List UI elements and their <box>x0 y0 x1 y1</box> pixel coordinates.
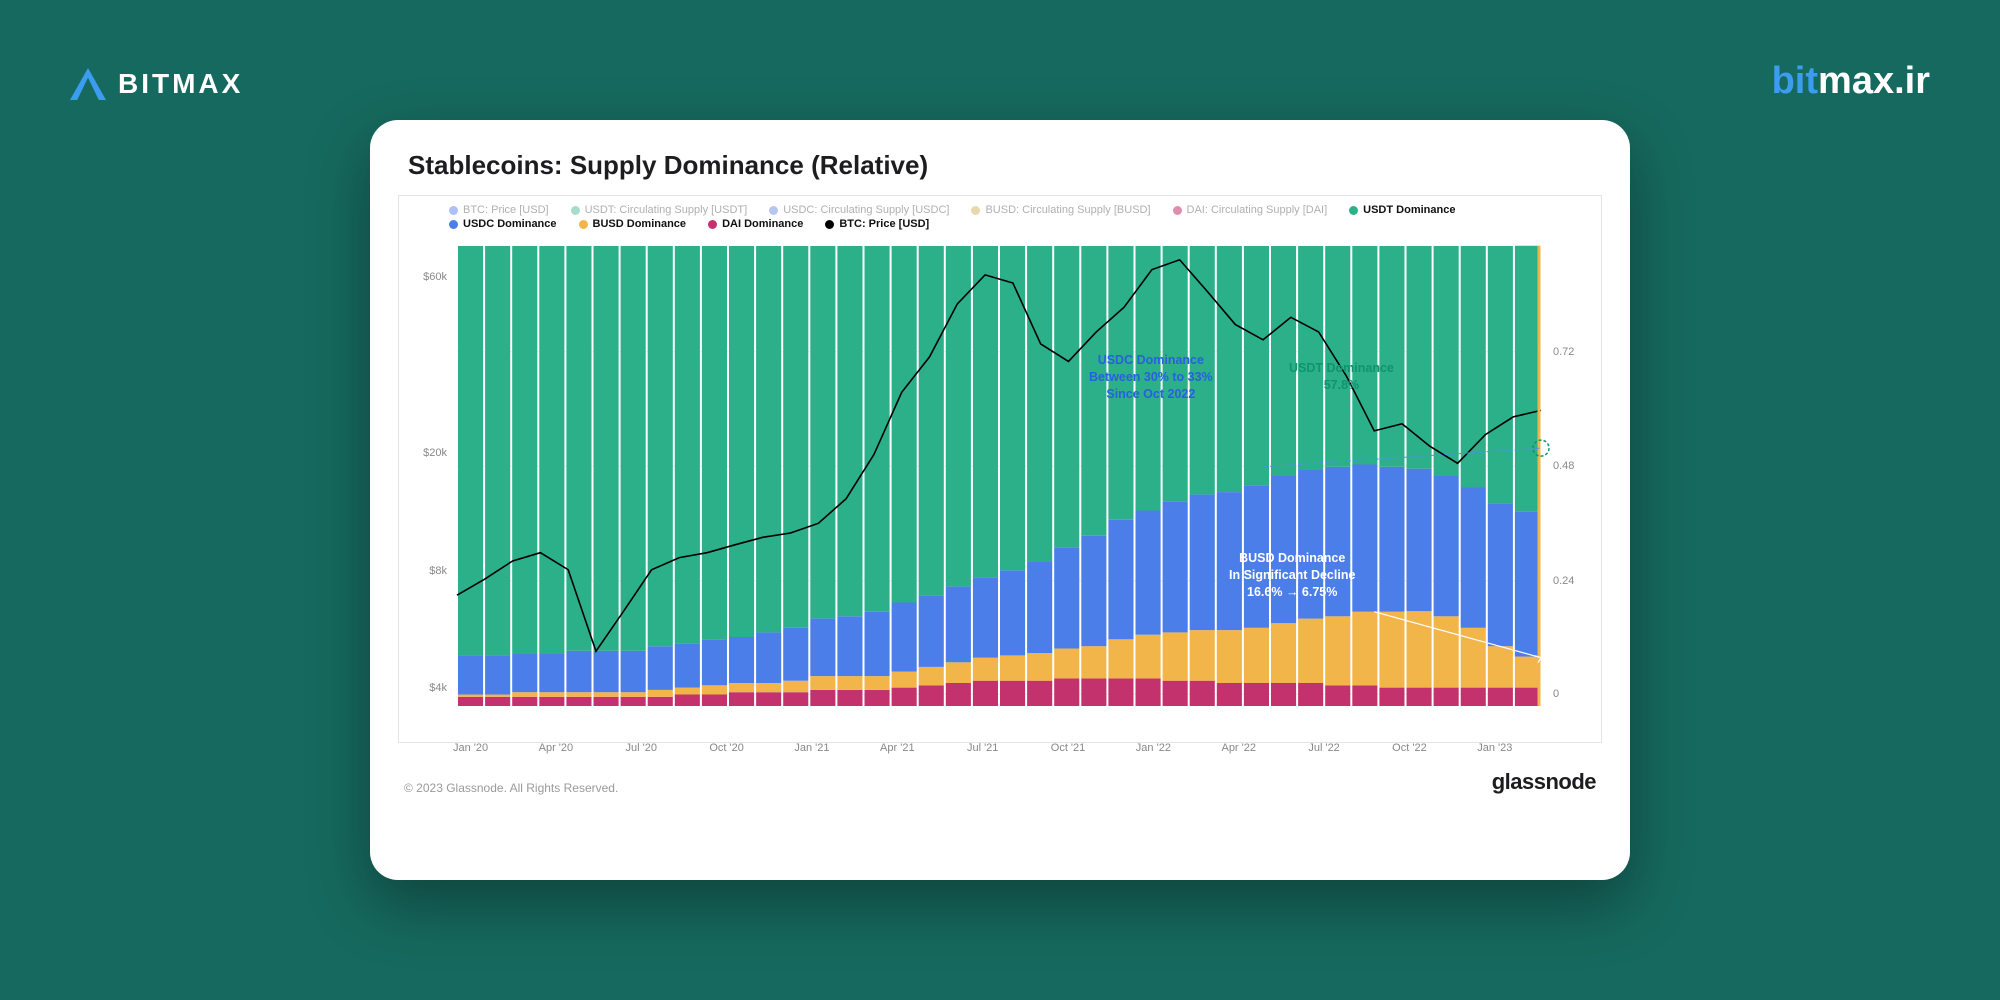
legend-label: USDC: Circulating Supply [USDC] <box>783 204 949 216</box>
y-axis-right-tick: 0 <box>1553 688 1587 700</box>
legend-dot-icon <box>571 206 580 215</box>
annotation-busd-l1: BUSD Dominance <box>1229 550 1355 567</box>
chart-title: Stablecoins: Supply Dominance (Relative) <box>408 150 1602 181</box>
legend-label: BUSD: Circulating Supply [BUSD] <box>985 204 1150 216</box>
legend-label: DAI Dominance <box>722 218 803 230</box>
bitmax-url-logo: bitmax.ir <box>1772 60 1930 103</box>
copyright-text: © 2023 Glassnode. All Rights Reserved. <box>404 781 618 795</box>
bitmax-triangle-icon <box>70 68 106 100</box>
bitmax-url-a: bit <box>1772 60 1818 102</box>
chart-container: BTC: Price [USD] USDT: Circulating Supply… <box>398 195 1602 743</box>
annotation-busd: BUSD Dominance In Significant Decline 16… <box>1229 550 1355 601</box>
bitmax-logo-left: BITMAX <box>70 68 243 100</box>
legend-dot-icon <box>1173 206 1182 215</box>
y-axis-left-tick: $20k <box>413 447 447 459</box>
legend-item: USDC: Circulating Supply [USDC] <box>769 204 949 216</box>
legend-label: USDC Dominance <box>463 218 557 230</box>
legend-label: USDT Dominance <box>1363 204 1455 216</box>
x-axis-tick: Oct '20 <box>709 742 744 754</box>
x-axis-tick: Apr '22 <box>1221 742 1256 754</box>
y-axis-left-tick: $60k <box>413 271 447 283</box>
legend-item: USDT Dominance <box>1349 204 1455 216</box>
legend-dot-icon <box>449 206 458 215</box>
annotation-usdt-l1: USDT Dominance <box>1289 360 1394 377</box>
legend-row-1: BTC: Price [USD] USDT: Circulating Supply… <box>409 204 1591 216</box>
legend-label: USDT: Circulating Supply [USDT] <box>585 204 748 216</box>
chart-card: Stablecoins: Supply Dominance (Relative)… <box>370 120 1630 880</box>
annotation-usdc-l1: USDC Dominance <box>1089 352 1213 369</box>
annotation-busd-l2: In Significant Decline <box>1229 567 1355 584</box>
annotation-busd-l3: 16.6% → 6.75% <box>1229 584 1355 601</box>
legend-dot-icon <box>708 220 717 229</box>
legend-item: BTC: Price [USD] <box>825 218 929 230</box>
legend-dot-icon <box>1349 206 1358 215</box>
annotation-usdc-l3: Since Oct 2022 <box>1089 386 1213 403</box>
y-axis-right-tick: 0.48 <box>1553 460 1587 472</box>
legend-item: DAI Dominance <box>708 218 803 230</box>
bitmax-logo-text: BITMAX <box>118 68 243 100</box>
legend-dot-icon <box>825 220 834 229</box>
chart-footer: © 2023 Glassnode. All Rights Reserved. g… <box>398 769 1602 795</box>
chart-svg <box>409 236 1589 736</box>
x-axis-tick: Apr '21 <box>880 742 915 754</box>
annotation-usdc: USDC Dominance Between 30% to 33% Since … <box>1089 352 1213 403</box>
x-axis-tick: Jan '23 <box>1477 742 1512 754</box>
x-axis-tick: Jan '20 <box>453 742 488 754</box>
legend-label: BUSD Dominance <box>593 218 687 230</box>
legend-item: USDT: Circulating Supply [USDT] <box>571 204 748 216</box>
legend-item: BTC: Price [USD] <box>449 204 549 216</box>
legend-item: BUSD: Circulating Supply [BUSD] <box>971 204 1150 216</box>
legend-row-2: USDC Dominance BUSD Dominance DAI Dominanc… <box>409 218 1591 230</box>
y-axis-left-tick: $8k <box>413 565 447 577</box>
legend-dot-icon <box>971 206 980 215</box>
legend-label: DAI: Circulating Supply [DAI] <box>1187 204 1328 216</box>
y-axis-right-tick: 0.24 <box>1553 575 1587 587</box>
annotation-usdc-l2: Between 30% to 33% <box>1089 369 1213 386</box>
y-axis-right-tick: 0.72 <box>1553 346 1587 358</box>
annotation-usdt: USDT Dominance 57.8% <box>1289 360 1394 394</box>
legend-item: BUSD Dominance <box>579 218 687 230</box>
x-axis-tick: Jul '22 <box>1308 742 1339 754</box>
x-axis-tick: Jan '22 <box>1136 742 1171 754</box>
legend-dot-icon <box>449 220 458 229</box>
legend-label: BTC: Price [USD] <box>839 218 929 230</box>
y-axis-left-tick: $4k <box>413 682 447 694</box>
legend-item: USDC Dominance <box>449 218 557 230</box>
x-axis-tick: Jan '21 <box>794 742 829 754</box>
bitmax-url-b: max.ir <box>1818 60 1930 102</box>
legend-dot-icon <box>579 220 588 229</box>
x-axis-tick: Jul '21 <box>967 742 998 754</box>
chart-plot-area: USDC Dominance Between 30% to 33% Since … <box>409 236 1591 736</box>
x-axis-tick: Oct '21 <box>1051 742 1086 754</box>
glassnode-logo: glassnode <box>1492 769 1596 795</box>
legend-label: BTC: Price [USD] <box>463 204 549 216</box>
legend-item: DAI: Circulating Supply [DAI] <box>1173 204 1328 216</box>
x-axis-tick: Apr '20 <box>539 742 574 754</box>
annotation-usdt-l2: 57.8% <box>1289 377 1394 394</box>
x-axis-tick: Jul '20 <box>626 742 657 754</box>
x-axis-tick: Oct '22 <box>1392 742 1427 754</box>
legend-dot-icon <box>769 206 778 215</box>
